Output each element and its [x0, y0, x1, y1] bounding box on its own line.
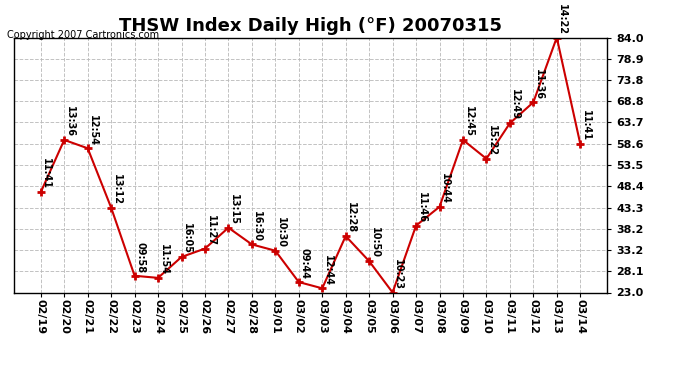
- Text: 09:44: 09:44: [299, 248, 309, 279]
- Text: 11:54: 11:54: [159, 244, 168, 275]
- Text: Copyright 2007 Cartronics.com: Copyright 2007 Cartronics.com: [7, 30, 159, 40]
- Text: 11:46: 11:46: [417, 192, 426, 223]
- Title: THSW Index Daily High (°F) 20070315: THSW Index Daily High (°F) 20070315: [119, 16, 502, 34]
- Text: 10:50: 10:50: [370, 227, 380, 258]
- Text: 12:44: 12:44: [323, 255, 333, 285]
- Text: 12:45: 12:45: [464, 106, 473, 137]
- Text: 12:49: 12:49: [511, 89, 520, 120]
- Text: 10:30: 10:30: [276, 217, 286, 248]
- Text: 15:22: 15:22: [487, 125, 497, 156]
- Text: 11:41: 11:41: [41, 158, 51, 189]
- Text: 11:27: 11:27: [206, 215, 215, 246]
- Text: 09:58: 09:58: [135, 242, 145, 273]
- Text: 11:36: 11:36: [534, 69, 544, 99]
- Text: 12:28: 12:28: [346, 202, 356, 233]
- Text: 13:36: 13:36: [65, 106, 75, 137]
- Text: 13:15: 13:15: [229, 194, 239, 225]
- Text: 11:41: 11:41: [581, 110, 591, 141]
- Text: 12:54: 12:54: [88, 114, 98, 146]
- Text: 16:05: 16:05: [182, 223, 192, 254]
- Text: 13:12: 13:12: [112, 174, 121, 205]
- Text: 10:44: 10:44: [440, 173, 450, 204]
- Text: 10:23: 10:23: [393, 259, 403, 290]
- Text: 14:22: 14:22: [558, 4, 567, 35]
- Text: 16:30: 16:30: [253, 211, 262, 242]
